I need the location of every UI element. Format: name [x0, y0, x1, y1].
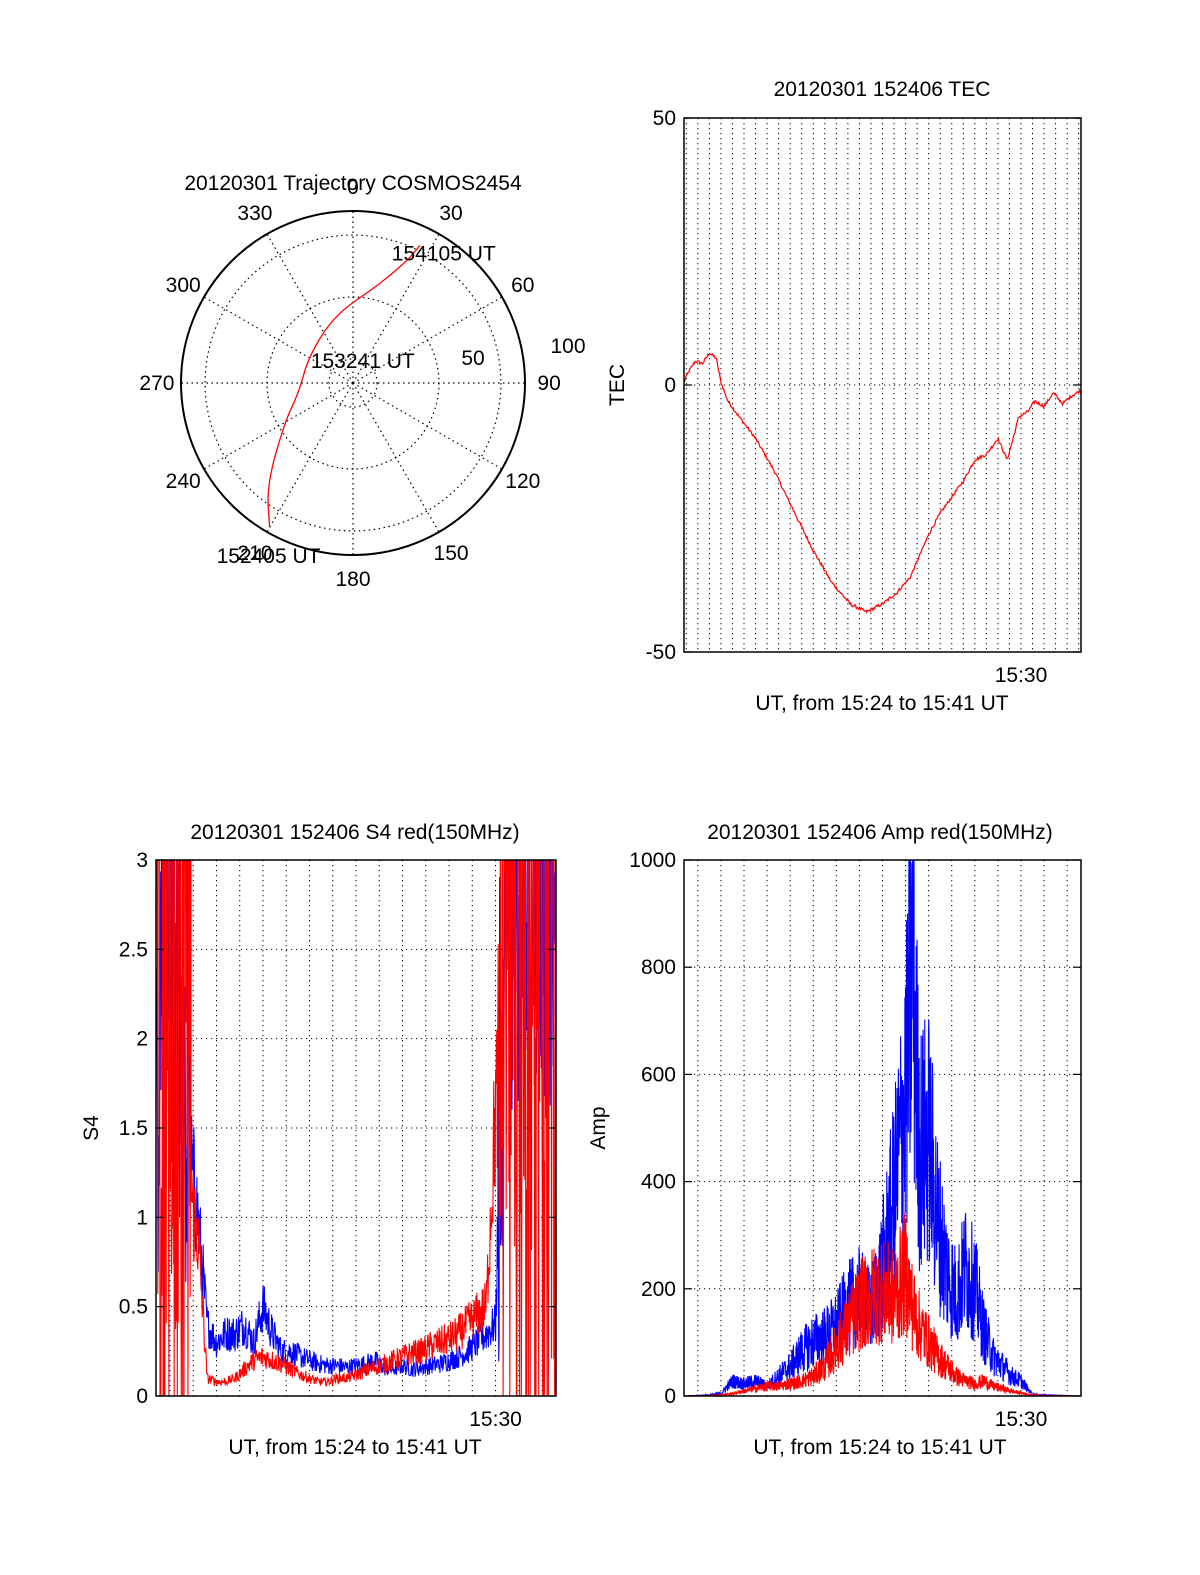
y-tick-label: 0 [136, 1385, 148, 1408]
tec-chart: 20120301 152406 TEC -50 0 50 15:30 UT, from… [606, 78, 1081, 715]
y-tick-label: 800 [641, 956, 676, 979]
trajectory-annotation: 152405 UT [217, 545, 321, 568]
amp-chart: 20120301 152406 Amp red(150MHz) 0 200 400 6… [587, 817, 1081, 1459]
y-tick-label: 200 [641, 1278, 676, 1301]
amp-series-group [684, 817, 1081, 1396]
azimuth-label: 0 [347, 176, 359, 199]
azimuth-label: 120 [505, 470, 540, 493]
x-tick-label: 15:30 [995, 664, 1048, 687]
polar-spoke [353, 383, 439, 532]
azimuth-label: 300 [166, 274, 201, 297]
azimuth-label: 270 [139, 372, 174, 395]
amp-title: 20120301 152406 Amp red(150MHz) [707, 821, 1053, 844]
trajectory-annotations: 154105 UT 153241 UT 152405 UT [217, 242, 496, 568]
radius-label: 100 [550, 335, 585, 358]
s4-xlabel: UT, from 15:24 to 15:41 UT [228, 1436, 481, 1459]
y-tick-label: 50 [653, 107, 676, 130]
y-tick-label: 1000 [629, 849, 676, 872]
trajectory-annotation: 154105 UT [392, 242, 496, 265]
azimuth-label: 30 [439, 202, 462, 225]
y-tick-label: 400 [641, 1171, 676, 1194]
y-tick-label: 1 [136, 1206, 148, 1229]
tec-title: 20120301 152406 TEC [774, 78, 991, 101]
s4-chart: 20120301 152406 S4 red(150MHz) 0 0.5 1 1.5 2… [80, 754, 556, 1459]
y-tick-label: 0.5 [119, 1296, 148, 1319]
y-tick-label: 1.5 [119, 1117, 148, 1140]
azimuth-label: 150 [434, 542, 469, 565]
polar-spoke [267, 383, 353, 532]
azimuth-label: 330 [237, 202, 272, 225]
azimuth-label: 240 [166, 470, 201, 493]
trajectory-annotation: 153241 UT [311, 350, 415, 373]
tec-xlabel: UT, from 15:24 to 15:41 UT [755, 692, 1008, 715]
x-tick-label: 15:30 [995, 1408, 1048, 1431]
y-tick-label: -50 [646, 641, 676, 664]
polar-spoke [204, 383, 353, 469]
tec-ticks: -50 0 50 15:30 [646, 107, 1081, 687]
azimuth-label: 60 [511, 274, 534, 297]
y-tick-label: 2.5 [119, 938, 148, 961]
trajectory-track [268, 245, 420, 527]
y-tick-label: 0 [664, 374, 676, 397]
tec-ylabel: TEC [606, 364, 629, 406]
y-tick-label: 0 [664, 1385, 676, 1408]
figure: 20120301 Trajectory COSMOS2454 030609012… [0, 0, 1200, 1575]
y-tick-label: 2 [136, 1028, 148, 1051]
y-tick-label: 3 [136, 849, 148, 872]
trajectory-polar-chart: 20120301 Trajectory COSMOS2454 030609012… [139, 172, 585, 591]
s4-ylabel: S4 [80, 1115, 103, 1141]
radius-label: 50 [461, 347, 484, 370]
azimuth-label: 180 [335, 568, 370, 591]
amp-xlabel: UT, from 15:24 to 15:41 UT [753, 1436, 1006, 1459]
azimuth-label: 90 [537, 372, 560, 395]
y-tick-label: 600 [641, 1063, 676, 1086]
x-tick-label: 15:30 [469, 1408, 522, 1431]
s4-title: 20120301 152406 S4 red(150MHz) [190, 821, 519, 844]
tec-grid [684, 118, 1081, 652]
amp-ylabel: Amp [587, 1106, 610, 1149]
amp-plot-area [684, 817, 1081, 1396]
